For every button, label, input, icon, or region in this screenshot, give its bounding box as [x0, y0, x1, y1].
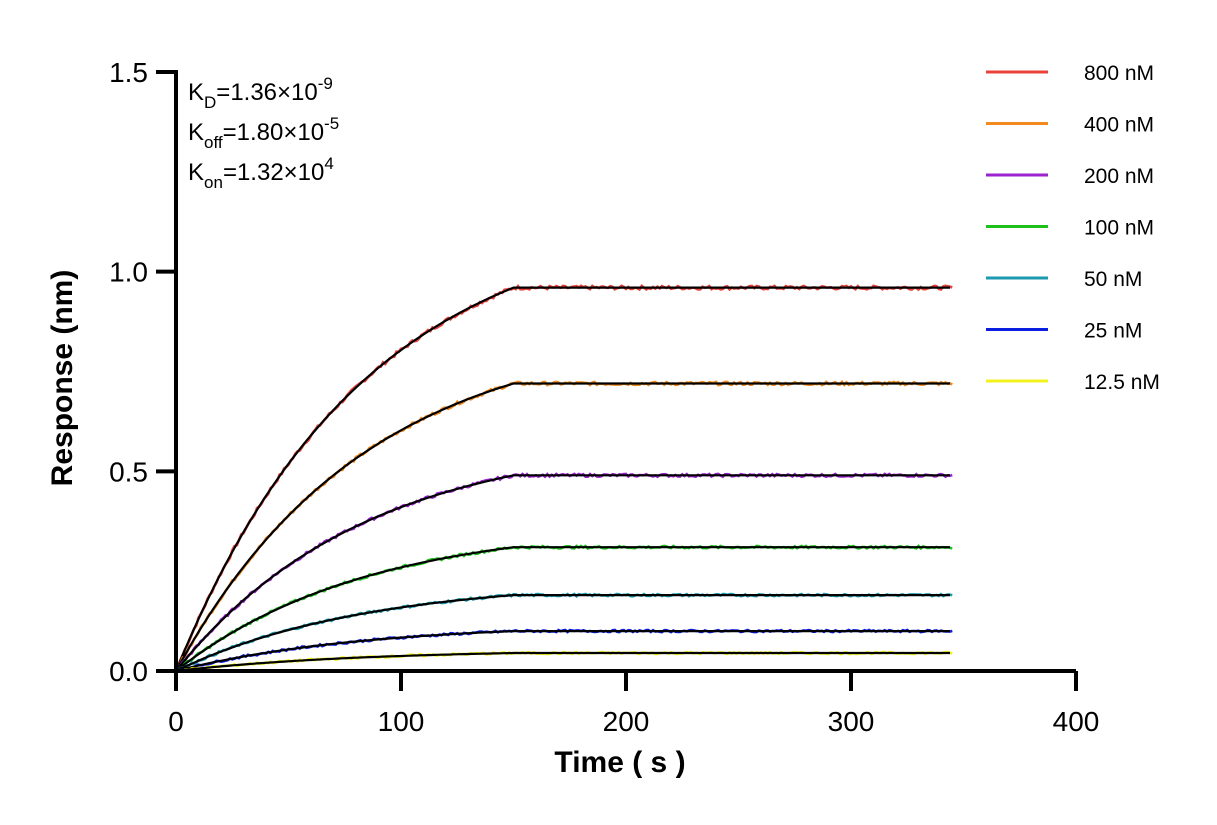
series-line-25-nm [175, 628, 953, 673]
fit-line-400-nm [175, 382, 950, 672]
ticks: 0 100 200 300 400 0.0 0.5 1.0 1.5 [109, 57, 1099, 737]
kinetic-constant-label: Kon=1.32×104 [188, 154, 334, 192]
series-line-800-nm [174, 284, 953, 672]
legend-label: 12.5 nM [1084, 371, 1160, 394]
fit-line-25-nm [175, 630, 950, 673]
y-tick-label: 0.0 [109, 656, 148, 687]
fit-line-100-nm [175, 546, 950, 672]
x-tick-label: 200 [603, 706, 650, 737]
x-tick-label: 0 [168, 706, 184, 737]
legend-label: 400 nM [1084, 114, 1154, 137]
legend-label: 50 nM [1084, 268, 1142, 291]
fit-line-800-nm [174, 286, 950, 672]
y-tick-label: 1.0 [109, 257, 148, 288]
y-tick-label: 0.5 [109, 456, 148, 487]
legend-label: 100 nM [1084, 217, 1154, 240]
fit-line-50-nm [175, 594, 950, 672]
series-line-200-nm [174, 472, 953, 672]
x-tick-label: 400 [1053, 706, 1100, 737]
series-line-50-nm [175, 592, 953, 673]
y-tick-label: 1.5 [109, 57, 148, 88]
x-tick-label: 100 [378, 706, 425, 737]
fit-line-200-nm [175, 474, 950, 672]
kinetic-constant-label: Koff=1.80×10-5 [188, 114, 339, 152]
kinetic-constant-label: KD=1.36×10-9 [188, 74, 333, 112]
curves-layer [174, 284, 953, 673]
x-axis-title: Time ( s ) [554, 746, 685, 779]
x-tick-label: 300 [828, 706, 875, 737]
fit-line-12-5-nm [175, 651, 950, 673]
y-axis-title: Response (nm) [46, 270, 79, 487]
legend-label: 800 nM [1084, 62, 1154, 85]
legend: 800 nM 400 nM 200 nM 100 nM 50 nM 25 nM 12.5 n… [986, 62, 1160, 394]
legend-label: 25 nM [1084, 320, 1142, 343]
legend-label: 200 nM [1084, 165, 1154, 188]
